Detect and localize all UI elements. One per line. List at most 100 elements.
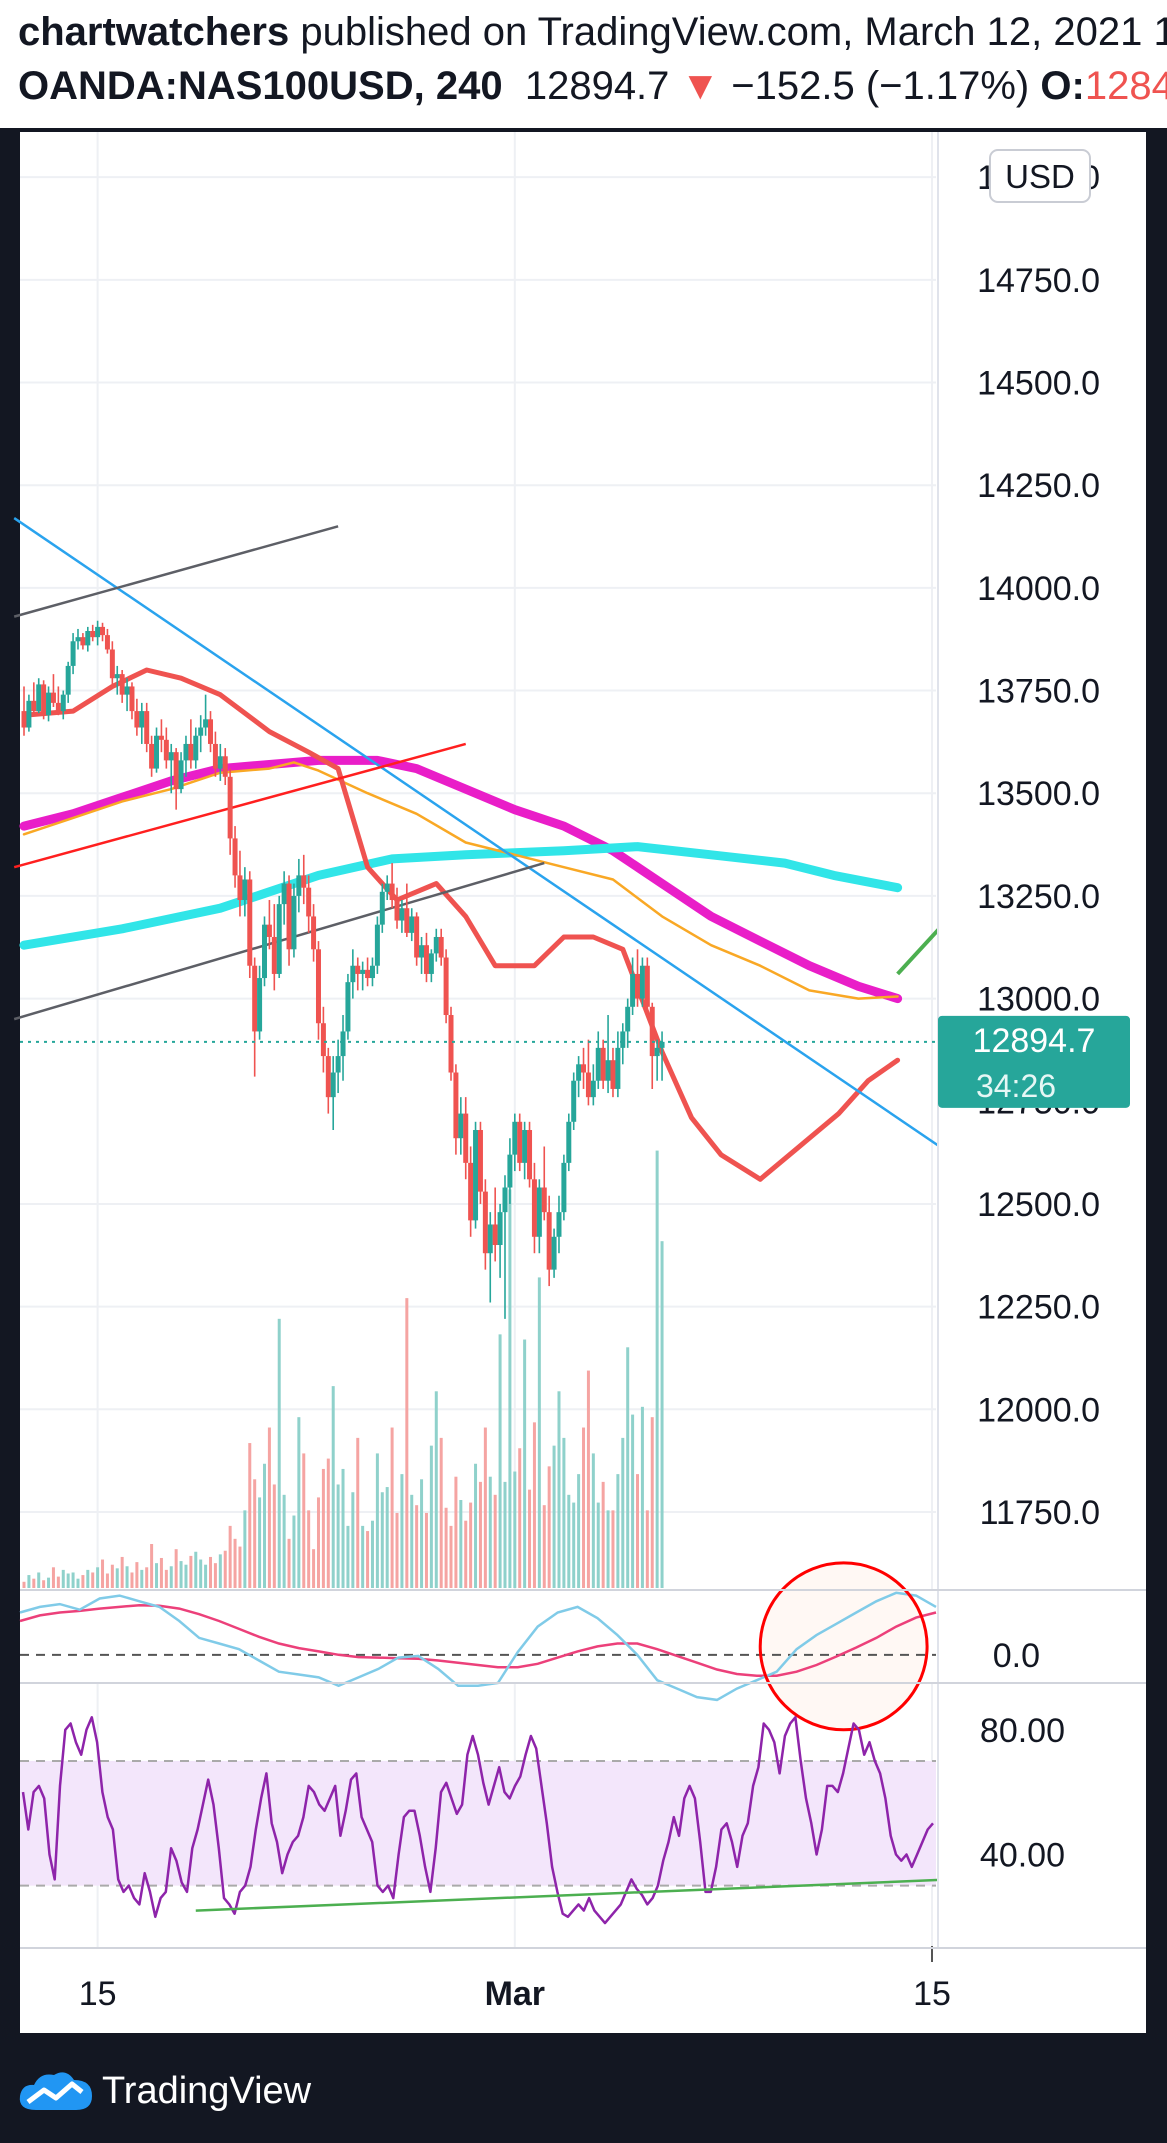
volume-bar [262,1463,266,1588]
candle [168,743,174,794]
candle-body [345,982,351,1032]
candle-body [286,883,292,950]
candle-body [261,924,267,979]
candle [139,702,145,744]
candle [527,1121,533,1188]
candle-body [458,1113,464,1139]
candle-body [168,752,174,761]
candle [144,702,150,753]
chart-area[interactable]: 15000.014750.014500.014250.014000.013750… [0,128,1167,2040]
volume-bar [164,1569,168,1588]
open-value: 12846.2 [1084,64,1167,108]
candle [365,957,371,987]
volume-bar [415,1505,419,1588]
candle-body [448,1015,454,1073]
volume-bar [277,1318,281,1588]
volume-bar [341,1468,345,1588]
volume-bar [66,1573,70,1588]
candle [409,908,415,942]
volume-bar [169,1566,173,1588]
volume-bar [444,1507,448,1588]
candle [610,1047,616,1098]
candle [149,735,155,777]
candle [517,1113,523,1172]
volume-bar [493,1494,497,1588]
candle-body [610,1060,616,1089]
price-chart[interactable]: 15000.014750.014500.014250.014000.013750… [0,128,1167,2040]
down-arrow-icon: ▼ [680,64,721,108]
volume-bar [32,1578,36,1588]
volume-bar [572,1502,576,1588]
candles [20,620,936,1319]
time-axis-background [20,1948,1146,2033]
volume-bar [282,1494,286,1588]
price-tick-label: 14750.0 [977,262,1100,300]
tradingview-logo-icon[interactable] [14,2066,98,2116]
volume-bar [449,1525,453,1588]
candle-body [296,875,302,896]
candle [507,1138,513,1204]
rsi-line [21,1716,934,1925]
tradingview-brand[interactable]: TradingView [102,2070,312,2112]
candle [65,661,71,703]
currency-badge-label: USD [1005,158,1075,195]
candle-body [80,637,86,646]
candle-body [104,635,110,650]
volume-bar [238,1546,242,1588]
candle-body [60,694,66,712]
candle [551,1228,557,1278]
volume-bar [640,1406,644,1588]
volume-bar [228,1525,232,1588]
candle-body [404,908,410,933]
candle-body [227,776,233,839]
volume-bar [454,1476,458,1588]
candle-body [252,965,258,1032]
candle [438,928,444,966]
candle [389,863,395,909]
candle [50,674,56,707]
volume-bar [130,1572,134,1588]
volume-bar [621,1437,625,1588]
volume-bar [474,1463,478,1588]
candle [448,1006,454,1081]
candle [350,949,356,999]
candle-body [163,739,169,761]
red-line [13,742,467,869]
candle [404,883,410,937]
candle-body [644,965,650,1007]
ma_cyan-line [19,842,903,950]
author-name[interactable]: chartwatchers [18,10,290,54]
candle-body [477,1130,483,1192]
volume-bar [326,1458,330,1588]
candle-body [438,936,444,958]
price-tick-label: 12000.0 [977,1391,1100,1429]
candle [384,875,390,901]
candle [104,628,110,654]
candle-body [649,1006,655,1057]
open-label: O: [1040,64,1085,108]
candle-body [198,727,204,736]
candle-body [320,1023,326,1057]
candle [222,748,228,786]
candle [423,932,429,983]
volume-bar [361,1525,365,1588]
volume-bar [331,1386,335,1588]
volume-bar [42,1580,46,1588]
volume-bar [179,1561,183,1588]
candle [60,690,66,720]
volume-bar [660,1241,664,1588]
volume-bar [321,1468,325,1588]
volume-bar [336,1484,340,1588]
candle-body [605,1060,611,1081]
candle-body [257,978,263,1032]
change-text: −152.5 (−1.17%) [731,64,1030,108]
price-tick-label: 14500.0 [977,365,1100,403]
candle [541,1146,547,1221]
footer: TradingView [0,2040,1167,2143]
candle [95,620,101,646]
candle [124,678,130,712]
candle-body [222,756,228,777]
candle [46,686,52,722]
symbol-name[interactable]: OANDA:NAS100USD, 240 [18,64,503,108]
price-tick-label: 11750.0 [980,1494,1100,1532]
